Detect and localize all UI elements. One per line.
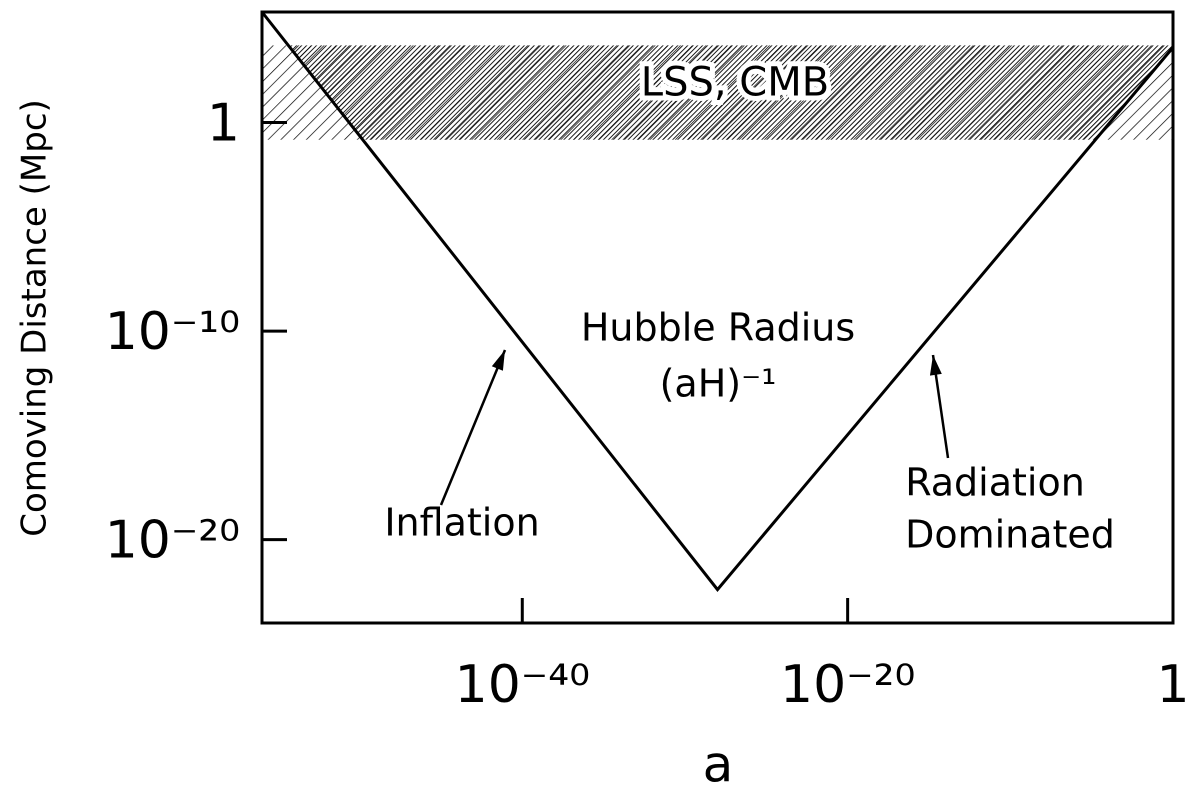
y-tick-label: 10⁻²⁰ bbox=[105, 511, 240, 571]
hubble-radius-line bbox=[260, 11, 1175, 592]
band-outside-horizon bbox=[262, 45, 1173, 140]
x-tick-label: 10⁻⁴⁰ bbox=[455, 655, 590, 715]
annotation: (aH)⁻¹ bbox=[660, 362, 777, 406]
annotation: Hubble Radius bbox=[581, 306, 855, 350]
x-axis-label: a bbox=[703, 736, 734, 790]
y-tick-label: 1 bbox=[207, 94, 240, 154]
annotation: Dominated bbox=[905, 513, 1115, 557]
arrow bbox=[439, 349, 507, 506]
annotation: Inflation bbox=[384, 501, 539, 545]
y-axis-label: Comoving Distance (Mpc) bbox=[15, 99, 55, 537]
y-tick-label: 10⁻¹⁰ bbox=[105, 302, 240, 362]
x-tick-label: 10⁻²⁰ bbox=[780, 655, 915, 715]
plot-frame bbox=[260, 10, 1175, 625]
x-tick-label: 1 bbox=[1156, 655, 1189, 715]
arrow-head bbox=[929, 355, 942, 376]
arrow-head bbox=[491, 350, 505, 371]
band-label: LSS, CMB bbox=[641, 60, 829, 106]
annotation: Radiation bbox=[905, 461, 1085, 505]
